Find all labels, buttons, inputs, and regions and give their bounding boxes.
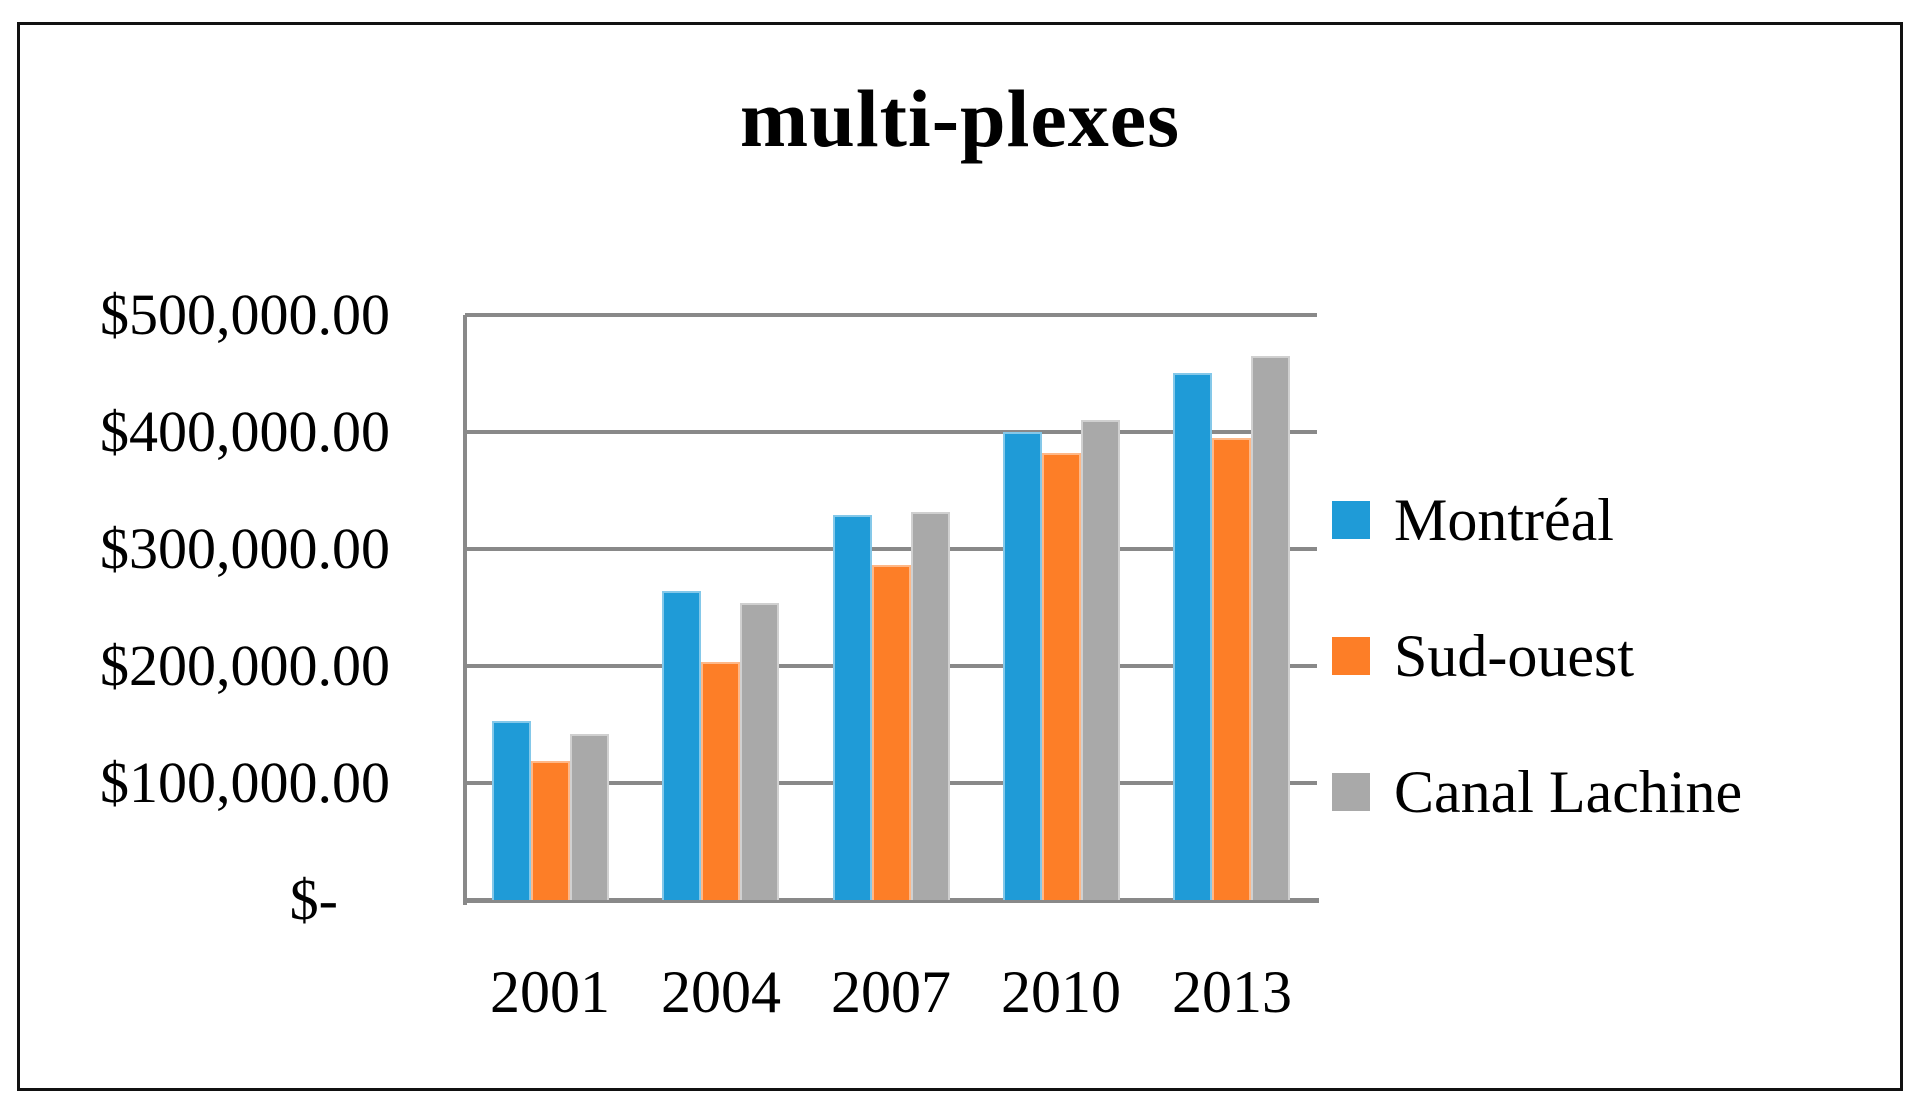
- chart-outer-frame: [17, 22, 1903, 1091]
- bar-canal-lachine-2004: [740, 603, 779, 900]
- bar-montr-al-2001: [492, 721, 531, 900]
- bar-montr-al-2013: [1173, 373, 1212, 900]
- bar-montr-al-2010: [1003, 432, 1042, 900]
- legend-label-sud-ouest: Sud-ouest: [1394, 623, 1634, 689]
- bar-canal-lachine-2001: [570, 734, 609, 900]
- legend-item-canal-lachine: Canal Lachine: [1332, 761, 1742, 823]
- x-tick-label-2001: 2001: [490, 959, 610, 1025]
- x-tick-label-2007: 2007: [831, 959, 951, 1025]
- bar-sud-ouest-2007: [872, 565, 911, 900]
- bar-montr-al-2004: [662, 591, 701, 900]
- bar-canal-lachine-2007: [911, 512, 950, 900]
- chart-title: multi-plexes: [739, 73, 1181, 164]
- bar-canal-lachine-2013: [1251, 356, 1290, 900]
- bar-montr-al-2007: [833, 515, 872, 900]
- y-tick-label-400000: $400,000.00: [100, 399, 390, 464]
- bar-sud-ouest-2004: [701, 662, 740, 900]
- legend-item-sud-ouest: Sud-ouest: [1332, 625, 1634, 687]
- x-axis-line: [463, 898, 1319, 903]
- gridline-400000: [465, 430, 1317, 434]
- bar-sud-ouest-2013: [1212, 438, 1251, 900]
- y-axis-line: [463, 315, 467, 905]
- y-tick-label-100000: $100,000.00: [100, 750, 390, 815]
- gridline-500000: [465, 313, 1317, 317]
- legend-item-montr-al: Montréal: [1332, 489, 1614, 551]
- gridline-300000: [465, 547, 1317, 551]
- bar-sud-ouest-2001: [531, 761, 570, 900]
- y-tick-label-300000: $300,000.00: [100, 516, 390, 581]
- legend-label-montr-al: Montréal: [1394, 487, 1614, 553]
- y-tick-label-500000: $500,000.00: [100, 282, 390, 347]
- x-tick-label-2004: 2004: [661, 959, 781, 1025]
- x-tick-label-2013: 2013: [1172, 959, 1292, 1025]
- y-tick-label-200000: $200,000.00: [100, 633, 390, 698]
- legend-label-canal-lachine: Canal Lachine: [1394, 759, 1743, 825]
- legend-swatch-sud-ouest: [1332, 637, 1370, 675]
- bar-canal-lachine-2010: [1081, 420, 1120, 900]
- y-tick-label-0: $-: [289, 867, 338, 932]
- legend-swatch-montr-al: [1332, 501, 1370, 539]
- bar-sud-ouest-2010: [1042, 453, 1081, 900]
- x-tick-label-2010: 2010: [1001, 959, 1121, 1025]
- plot-area: [463, 313, 1319, 905]
- legend-swatch-canal-lachine: [1332, 773, 1370, 811]
